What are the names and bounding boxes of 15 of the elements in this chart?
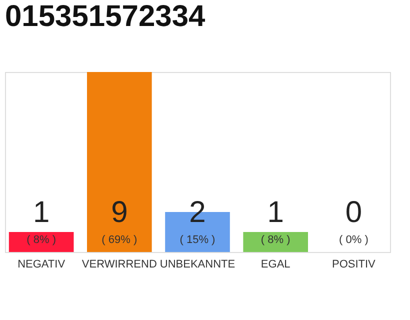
x-tick-label: UNBEKANNTE: [160, 258, 236, 270]
annotation: ( 15% ): [180, 234, 216, 246]
data-label: 1: [32, 196, 50, 229]
chart-title: 015351572334: [5, 0, 206, 33]
annotation: ( 8% ): [26, 234, 56, 246]
data-label: 1: [267, 196, 284, 229]
data-label: 0: [345, 196, 362, 229]
annotation: ( 69% ): [102, 234, 138, 246]
x-tick-label: POSITIV: [332, 258, 376, 270]
x-tick-label: NEGATIV: [18, 258, 66, 270]
x-tick-label: VERWIRREND: [82, 258, 157, 270]
data-label: 9: [111, 196, 128, 229]
x-tick-label: EGAL: [260, 258, 290, 270]
annotation: ( 0% ): [339, 234, 368, 246]
annotation: ( 8% ): [260, 234, 290, 246]
